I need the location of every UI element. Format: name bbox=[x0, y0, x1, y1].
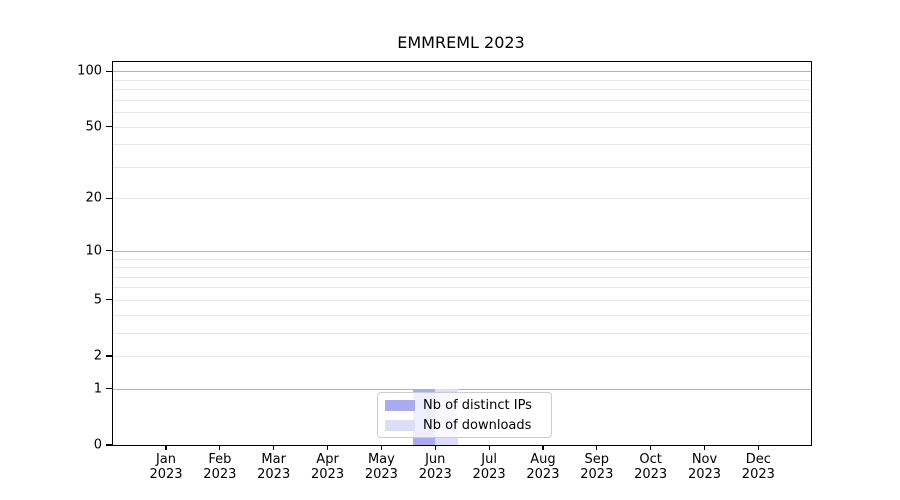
y-tick-label-10: 10 bbox=[85, 243, 102, 259]
major-gridline-1 bbox=[113, 388, 811, 390]
x-tick-label-jul: Jul 2023 bbox=[472, 452, 506, 482]
legend-item-distinct-ips: Nb of distinct IPs bbox=[385, 395, 551, 415]
y-tick-20 bbox=[106, 197, 113, 199]
x-tick-oct bbox=[650, 445, 652, 450]
x-tick-year-dec: 2023 bbox=[741, 467, 775, 482]
x-tick-label-feb: Feb 2023 bbox=[203, 452, 237, 482]
x-tick-year-jan: 2023 bbox=[149, 467, 183, 482]
y-tick-5 bbox=[106, 299, 113, 301]
minor-gridline-7 bbox=[113, 276, 811, 278]
x-tick-label-may: May 2023 bbox=[364, 452, 398, 482]
legend-item-downloads: Nb of downloads bbox=[385, 415, 551, 435]
x-tick-jan bbox=[165, 445, 167, 450]
minor-gridline-20 bbox=[113, 198, 811, 200]
x-tick-year-may: 2023 bbox=[364, 467, 398, 482]
minor-gridline-40 bbox=[113, 144, 811, 146]
x-tick-label-apr: Apr 2023 bbox=[311, 452, 345, 482]
y-tick-50 bbox=[106, 125, 113, 128]
major-gridline-100 bbox=[113, 71, 811, 73]
x-tick-mar bbox=[273, 445, 275, 450]
x-tick-label-dec: Dec 2023 bbox=[741, 452, 775, 482]
plot-area: 0 1 2 5 10 20 50 100 Jan 2023 Feb 2023 Mar 2023 Apr 202… bbox=[77, 61, 812, 482]
y-tick-label-2: 2 bbox=[93, 348, 102, 364]
x-tick-feb bbox=[219, 445, 221, 450]
x-tick-year-oct: 2023 bbox=[634, 467, 668, 482]
x-tick-label-oct: Oct 2023 bbox=[634, 452, 668, 482]
x-tick-label-mar: Mar 2023 bbox=[257, 452, 291, 482]
major-gridline-10 bbox=[113, 250, 811, 252]
y-tick-label-0: 0 bbox=[93, 437, 102, 453]
x-tick-jul bbox=[488, 445, 490, 450]
minor-gridline-90 bbox=[113, 79, 811, 81]
minor-gridline-2 bbox=[113, 356, 811, 358]
legend-swatch-distinct-ips bbox=[385, 399, 415, 411]
chart-title: EMMREML 2023 bbox=[397, 33, 525, 52]
y-tick-label-1: 1 bbox=[93, 381, 102, 397]
y-tick-label-5: 5 bbox=[93, 292, 102, 308]
x-tick-year-aug: 2023 bbox=[526, 467, 560, 482]
x-tick-year-nov: 2023 bbox=[687, 467, 722, 482]
y-tick-1 bbox=[106, 388, 113, 390]
x-tick-sep bbox=[596, 445, 598, 450]
minor-gridline-6 bbox=[113, 287, 811, 289]
legend-label-downloads: Nb of downloads bbox=[423, 417, 532, 433]
minor-gridline-4 bbox=[113, 314, 811, 316]
x-tick-nov bbox=[703, 445, 706, 450]
y-tick-2 bbox=[106, 355, 113, 357]
x-tick-year-jun: 2023 bbox=[418, 467, 452, 482]
y-tick-label-100: 100 bbox=[77, 63, 102, 79]
x-tick-year-jul: 2023 bbox=[472, 467, 506, 482]
x-tick-dec bbox=[757, 445, 759, 450]
x-tick-jun bbox=[434, 445, 436, 450]
x-tick-apr bbox=[326, 445, 329, 450]
minor-gridline-50 bbox=[113, 126, 811, 128]
x-tick-label-jun: Jun 2023 bbox=[418, 452, 452, 482]
minor-gridline-70 bbox=[113, 99, 811, 101]
x-tick-year-feb: 2023 bbox=[203, 467, 237, 482]
minor-gridline-60 bbox=[113, 112, 811, 114]
x-tick-may bbox=[380, 445, 382, 450]
x-tick-year-mar: 2023 bbox=[257, 467, 291, 482]
minor-gridline-5 bbox=[113, 299, 811, 301]
y-tick-100 bbox=[106, 70, 113, 72]
minor-gridline-30 bbox=[113, 166, 811, 168]
minor-gridline-3 bbox=[113, 332, 811, 334]
x-tick-aug bbox=[542, 445, 544, 450]
x-tick-label-aug: Aug 2023 bbox=[526, 452, 560, 482]
minor-gridline-9 bbox=[113, 258, 811, 260]
minor-gridline-8 bbox=[113, 267, 811, 269]
legend: Nb of distinct IPs Nb of downloads bbox=[377, 392, 552, 438]
legend-label-distinct-ips: Nb of distinct IPs bbox=[423, 397, 532, 413]
x-tick-label-nov: Nov 2023 bbox=[687, 452, 722, 482]
y-tick-label-50: 50 bbox=[85, 119, 102, 135]
minor-gridline-80 bbox=[113, 89, 811, 91]
x-tick-year-apr: 2023 bbox=[311, 467, 345, 482]
x-tick-label-jan: Jan 2023 bbox=[149, 452, 183, 482]
y-tick-10 bbox=[106, 250, 113, 252]
legend-swatch-downloads bbox=[385, 419, 415, 431]
x-tick-label-sep: Sep 2023 bbox=[580, 452, 614, 482]
y-tick-label-20: 20 bbox=[85, 190, 102, 206]
x-tick-year-sep: 2023 bbox=[580, 467, 614, 482]
y-tick-0 bbox=[106, 444, 113, 446]
